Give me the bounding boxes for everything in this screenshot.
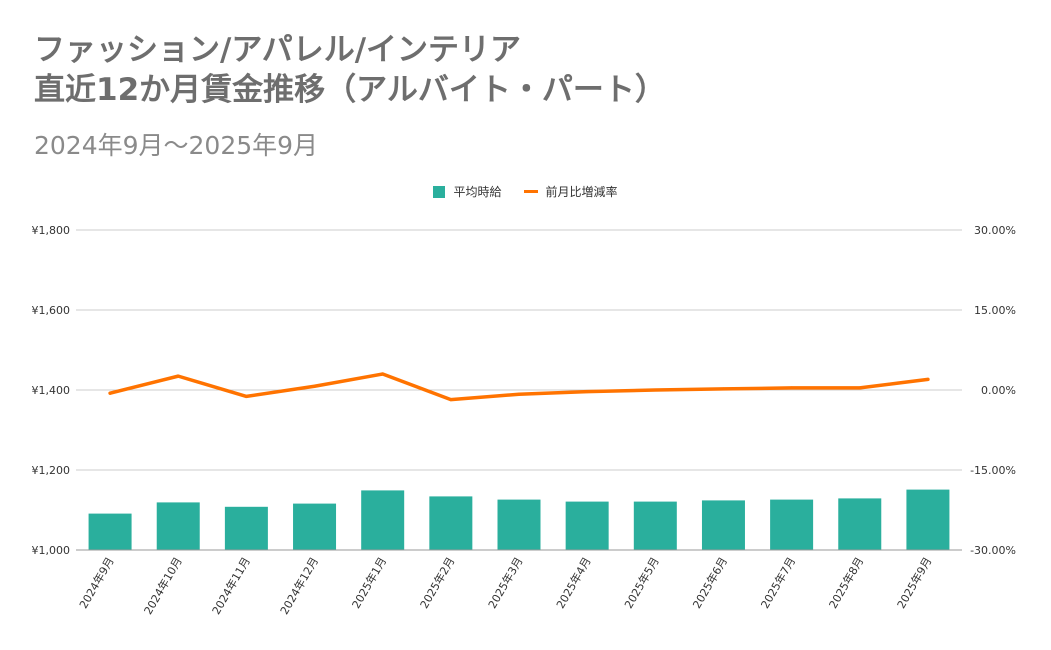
- bar: [224, 506, 268, 550]
- bar: [361, 490, 405, 550]
- x-tick-label: 2025年2月: [417, 555, 458, 611]
- chart-title-line-1: ファッション/アパレル/インテリア: [34, 32, 522, 68]
- bar: [701, 500, 745, 550]
- bar: [565, 501, 609, 550]
- line-point: [381, 372, 385, 376]
- x-tick-label: 2024年10月: [141, 555, 185, 617]
- y-left-tick-label: ¥1,200: [32, 464, 71, 477]
- line-point: [244, 394, 248, 398]
- bar: [633, 501, 677, 550]
- bar: [156, 502, 200, 550]
- legend-label-hourly-wage: 平均時給: [453, 185, 502, 199]
- line-point: [585, 390, 589, 394]
- x-tick-label: 2025年7月: [758, 555, 799, 611]
- x-tick-label: 2025年8月: [826, 555, 867, 611]
- x-tick-label: 2024年12月: [277, 555, 321, 617]
- chart-title-line-2: 直近12か月賃金推移（アルバイト・パート）: [34, 72, 666, 108]
- legend: 平均時給 前月比増減率: [0, 183, 1051, 200]
- bar: [293, 503, 337, 550]
- x-tick-label: 2025年4月: [553, 555, 594, 611]
- x-tick-label: 2025年9月: [894, 555, 935, 611]
- bar: [770, 499, 814, 550]
- y-left-tick-label: ¥1,600: [32, 304, 71, 317]
- line-point: [108, 391, 112, 395]
- bar: [838, 498, 882, 550]
- bar: [429, 496, 473, 550]
- x-tick-label: 2024年11月: [209, 555, 253, 617]
- line-point: [653, 388, 657, 392]
- legend-item-hourly-wage: 平均時給: [433, 183, 502, 200]
- bar: [497, 499, 541, 550]
- y-left-tick-label: ¥1,400: [32, 384, 71, 397]
- x-tick-label: 2025年1月: [349, 555, 390, 611]
- y-left-tick-label: ¥1,800: [32, 224, 71, 237]
- x-tick-label: 2025年6月: [689, 555, 730, 611]
- legend-bar-swatch: [433, 185, 446, 198]
- legend-item-mom-rate: 前月比増減率: [523, 183, 618, 200]
- bar: [906, 489, 950, 550]
- line-point: [313, 384, 317, 388]
- line-point: [926, 377, 930, 381]
- line-point: [858, 386, 862, 390]
- y-right-tick-label: 15.00%: [974, 304, 1016, 317]
- chart-subtitle: 2024年9月～2025年9月: [34, 131, 319, 160]
- x-tick-label: 2024年9月: [76, 555, 117, 611]
- legend-line-swatch: [523, 190, 538, 193]
- y-left-tick-label: ¥1,000: [32, 544, 71, 557]
- bar: [88, 513, 132, 550]
- chart-title: ファッション/アパレル/インテリア 直近12か月賃金推移（アルバイト・パート）: [34, 30, 666, 110]
- x-tick-label: 2025年5月: [621, 555, 662, 611]
- legend-label-mom-rate: 前月比増減率: [545, 185, 618, 199]
- y-right-tick-label: 30.00%: [974, 224, 1016, 237]
- line-point: [449, 398, 453, 402]
- x-tick-label: 2025年3月: [485, 555, 526, 611]
- y-right-tick-label: -15.00%: [970, 464, 1016, 477]
- line-point: [517, 392, 521, 396]
- line-point: [790, 386, 794, 390]
- line-point: [176, 374, 180, 378]
- line-point: [721, 387, 725, 391]
- y-right-tick-label: -30.00%: [970, 544, 1016, 557]
- y-right-tick-label: 0.00%: [981, 384, 1016, 397]
